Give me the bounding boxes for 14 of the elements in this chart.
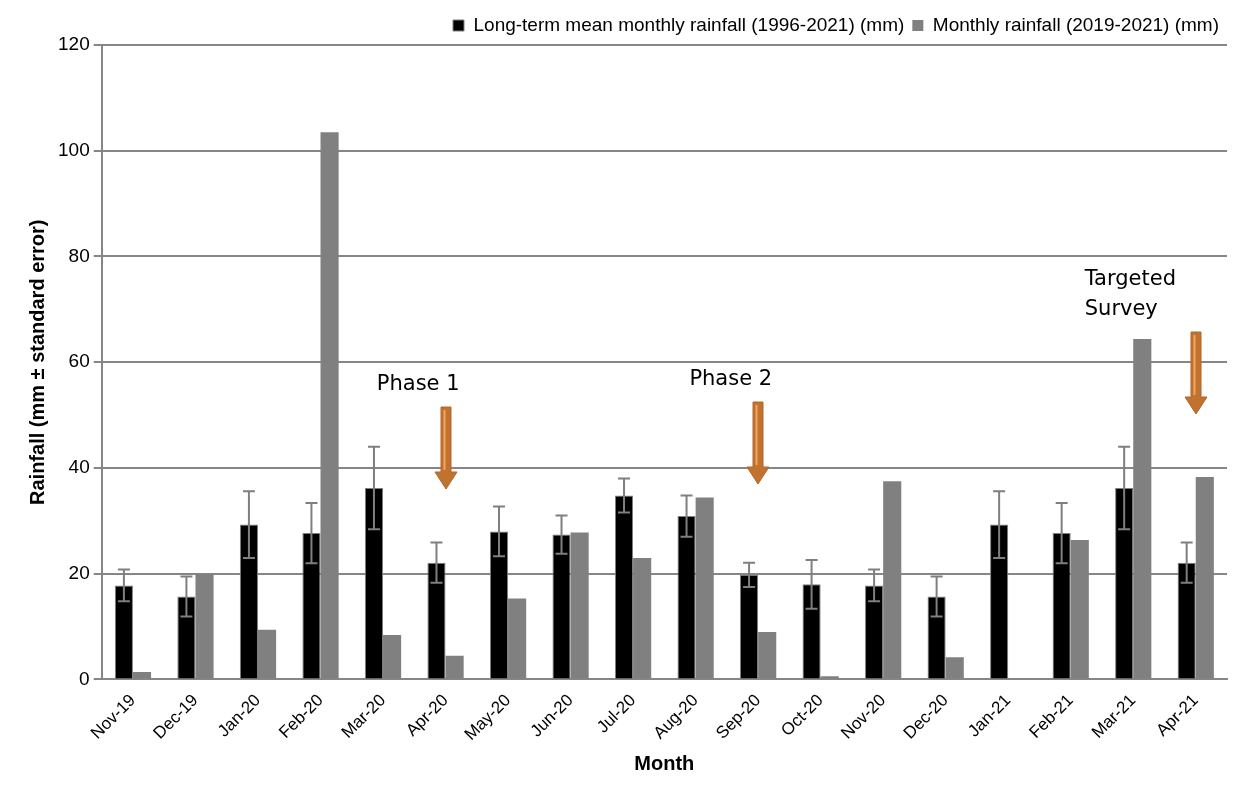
annotation: Phase 1 (376, 370, 460, 397)
x-axis-title: Month (634, 751, 695, 774)
y-tick-label: 60 (68, 350, 90, 372)
y-tick-label: 100 (58, 138, 90, 160)
legend-label: Monthly rainfall (2019-2021) (mm) (932, 13, 1220, 35)
y-tick-label: 0 (79, 667, 90, 689)
y-axis-title: Rainfall (mm ± standard error) (25, 219, 48, 505)
y-tick-label: 20 (68, 561, 90, 583)
y-tick-label: 80 (68, 244, 90, 266)
legend-label: Long-term mean monthly rainfall (1996-2021) (mm) (473, 13, 905, 35)
y-tick-label: 40 (68, 456, 90, 478)
annotation: Phase 2 (689, 365, 773, 392)
y-tick-label: 120 (58, 33, 90, 55)
annotation: Targeted Survey (1084, 265, 1177, 322)
